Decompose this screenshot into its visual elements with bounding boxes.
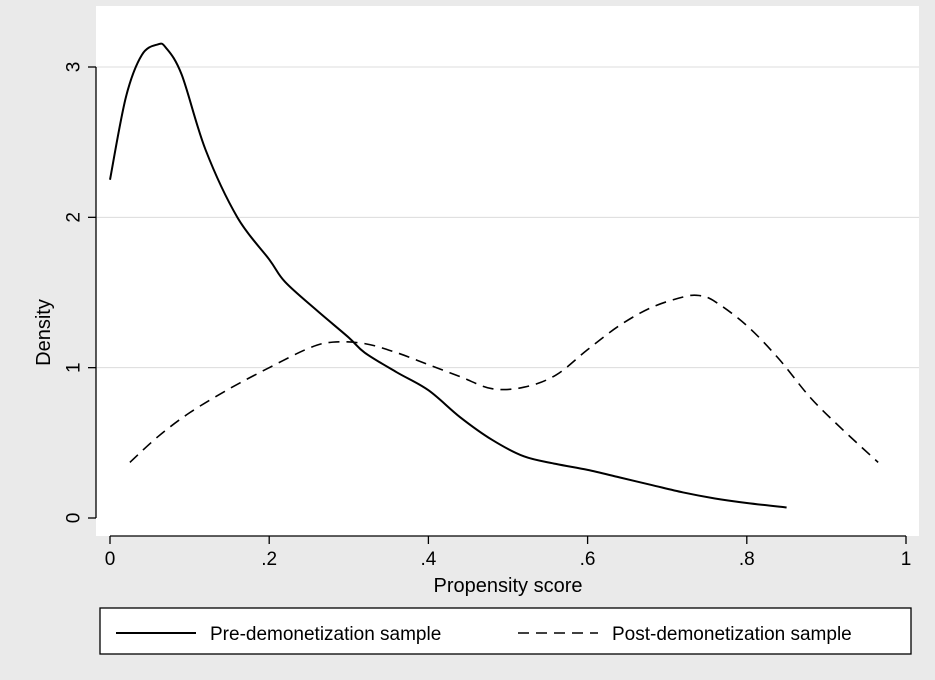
x-tick-label-2: .4 bbox=[420, 549, 436, 570]
legend: Pre-demonetization sample Post-demonetiz… bbox=[99, 607, 912, 655]
legend-label-pre: Pre-demonetization sample bbox=[210, 624, 441, 645]
y-axis-title: Density bbox=[33, 299, 55, 366]
x-tick-label-3: .6 bbox=[580, 549, 596, 570]
gridlines bbox=[96, 66, 919, 369]
x-tick-label-0: 0 bbox=[105, 549, 116, 570]
y-tick-label-0: 0 bbox=[64, 513, 85, 524]
series-line-post-demonetization bbox=[129, 294, 879, 463]
series-line-pre-demonetization bbox=[109, 42, 787, 509]
legend-box bbox=[99, 607, 912, 655]
y-tick-label-1: 1 bbox=[64, 362, 85, 373]
series-layer bbox=[109, 42, 879, 509]
y-tick-label-2: 2 bbox=[64, 212, 85, 223]
x-tick-label-4: .8 bbox=[739, 549, 755, 570]
y-tick-label-3: 3 bbox=[64, 62, 85, 73]
x-tick-label-5: 1 bbox=[901, 549, 912, 570]
axes: 0 1 2 3 0 .2 .4 .6 .8 1 bbox=[64, 62, 912, 570]
legend-label-post: Post-demonetization sample bbox=[612, 624, 852, 645]
plot-area bbox=[96, 6, 919, 536]
x-tick-label-1: .2 bbox=[261, 549, 277, 570]
x-axis-title: Propensity score bbox=[434, 575, 583, 597]
